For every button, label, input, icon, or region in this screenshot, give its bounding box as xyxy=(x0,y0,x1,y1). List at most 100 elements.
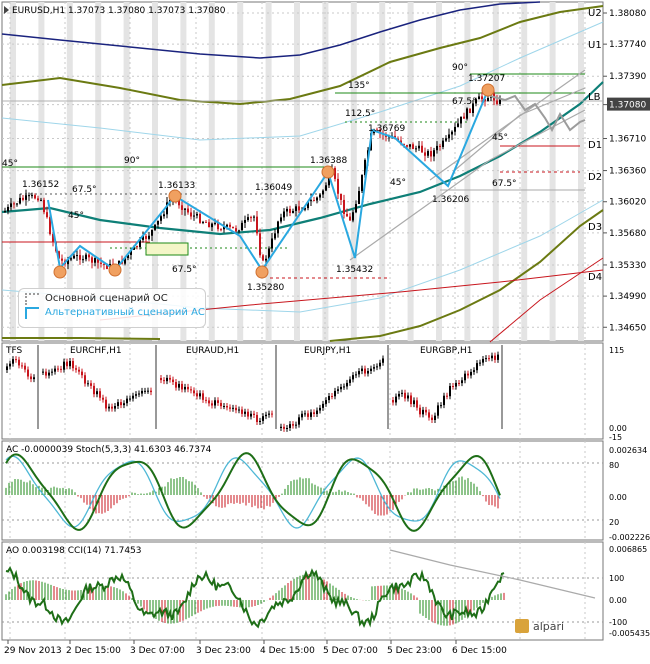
tfs-candle-body xyxy=(78,369,80,372)
tfs-candle-body xyxy=(434,415,436,421)
candle-body xyxy=(457,123,459,127)
candle-body xyxy=(124,257,126,264)
session-band xyxy=(350,2,357,341)
candle-body xyxy=(145,236,147,239)
tfs-candle-body xyxy=(30,376,32,380)
time-label: 3 Dec 07:00 xyxy=(130,646,185,656)
tfs-candle-body xyxy=(24,365,26,370)
tfs-candle-body xyxy=(428,412,430,418)
legend-base-swatch xyxy=(25,293,39,305)
candle-body xyxy=(289,208,291,213)
session-band xyxy=(578,2,584,341)
tfs-candle-body xyxy=(367,370,369,374)
tfs-candle-body xyxy=(123,403,125,406)
candle-body xyxy=(472,103,474,113)
red-trend-diag xyxy=(489,257,604,343)
grid-lines xyxy=(2,2,603,640)
session-band xyxy=(492,2,499,341)
session-band xyxy=(38,2,45,341)
price-annotation: 1.36049 xyxy=(255,183,292,193)
candle-body xyxy=(304,208,306,210)
candle-body xyxy=(46,212,48,218)
pane-frame-3 xyxy=(1,440,604,541)
candle-body xyxy=(94,258,96,263)
pivot-marker xyxy=(108,263,122,277)
tfs-candle-body xyxy=(15,359,17,361)
panel3-tick: 0.002634 xyxy=(609,446,647,455)
candle-body xyxy=(130,249,132,255)
panel3-tick: 0.00 xyxy=(609,493,627,502)
price-annotation: 1.35432 xyxy=(336,265,373,275)
candle-body xyxy=(337,178,339,194)
candle-body xyxy=(244,220,246,223)
legend-alt-swatch xyxy=(25,307,39,319)
candle-body xyxy=(205,221,207,223)
tfs-candle-body xyxy=(479,362,481,364)
candle-body xyxy=(97,258,99,263)
price-tick-label: 1.34650 xyxy=(609,323,646,333)
price-tick-label: 1.38080 xyxy=(609,9,646,19)
tfs-candle-body xyxy=(482,358,484,363)
candle-body xyxy=(253,216,255,218)
tfs-candle-body xyxy=(271,413,273,415)
candle-body xyxy=(142,236,144,240)
candle-body xyxy=(40,199,42,201)
candle-body xyxy=(439,145,441,147)
candle-body xyxy=(496,100,498,104)
candle-body xyxy=(424,152,426,156)
candle-body xyxy=(328,174,330,186)
price-annotation: 1.36388 xyxy=(310,156,347,166)
tfs-candle-body xyxy=(105,399,107,409)
cci-trend-line xyxy=(389,549,596,599)
price-annotation: 1.35280 xyxy=(247,283,284,293)
candle-body xyxy=(157,220,159,225)
tfs-candle-body xyxy=(476,363,478,371)
candle-body xyxy=(421,145,423,153)
tfs-candle-body xyxy=(268,413,270,415)
tfs-candle-body xyxy=(244,411,246,414)
candle-body xyxy=(13,203,15,205)
candle-body xyxy=(460,116,462,124)
highlight-box xyxy=(145,242,189,256)
candle-body xyxy=(196,213,198,216)
tfs-candle-body xyxy=(364,368,366,374)
tfs-candle-body xyxy=(370,368,372,371)
candle-body xyxy=(73,255,75,259)
tfs-candle-body xyxy=(346,382,348,387)
candle-body xyxy=(310,200,312,202)
tfs-candle-body xyxy=(6,366,8,370)
tfs-candle-body xyxy=(265,414,267,417)
tfs-candle-body xyxy=(87,383,89,385)
tfs-candle-body xyxy=(238,409,240,411)
tfs-candle-body xyxy=(325,400,327,404)
session-band xyxy=(294,2,300,341)
candle-body xyxy=(412,144,414,149)
tfs-candle-body xyxy=(455,382,457,387)
candle-body xyxy=(199,213,201,223)
tfs-candle-body xyxy=(72,361,74,369)
tfs-candle-body xyxy=(108,406,110,409)
candle-body xyxy=(16,203,18,205)
tfs-candle-body xyxy=(262,416,264,421)
price-tick-label: 1.36360 xyxy=(609,167,646,177)
candle-body xyxy=(346,213,348,217)
candle-body xyxy=(469,108,471,113)
candle-body xyxy=(154,224,156,230)
candle-body xyxy=(343,199,345,214)
tfs-candle-body xyxy=(12,359,14,364)
pivot-marker xyxy=(53,265,67,279)
tfs-candle-body xyxy=(307,413,309,417)
tfs-candle-body xyxy=(416,400,418,408)
candle-body xyxy=(4,211,6,213)
price-tick-label: 1.37390 xyxy=(609,72,646,82)
candle-body xyxy=(487,97,489,102)
tfs-candle-body xyxy=(21,365,23,367)
candle-body xyxy=(178,199,180,206)
candle-body xyxy=(268,248,270,259)
tfs-candle-body xyxy=(467,373,469,376)
tfs-candle-body xyxy=(425,409,427,413)
angle-annotation: 67.5° xyxy=(172,265,197,275)
title-triangle-icon xyxy=(4,6,9,14)
tfs-candle-body xyxy=(373,367,375,369)
